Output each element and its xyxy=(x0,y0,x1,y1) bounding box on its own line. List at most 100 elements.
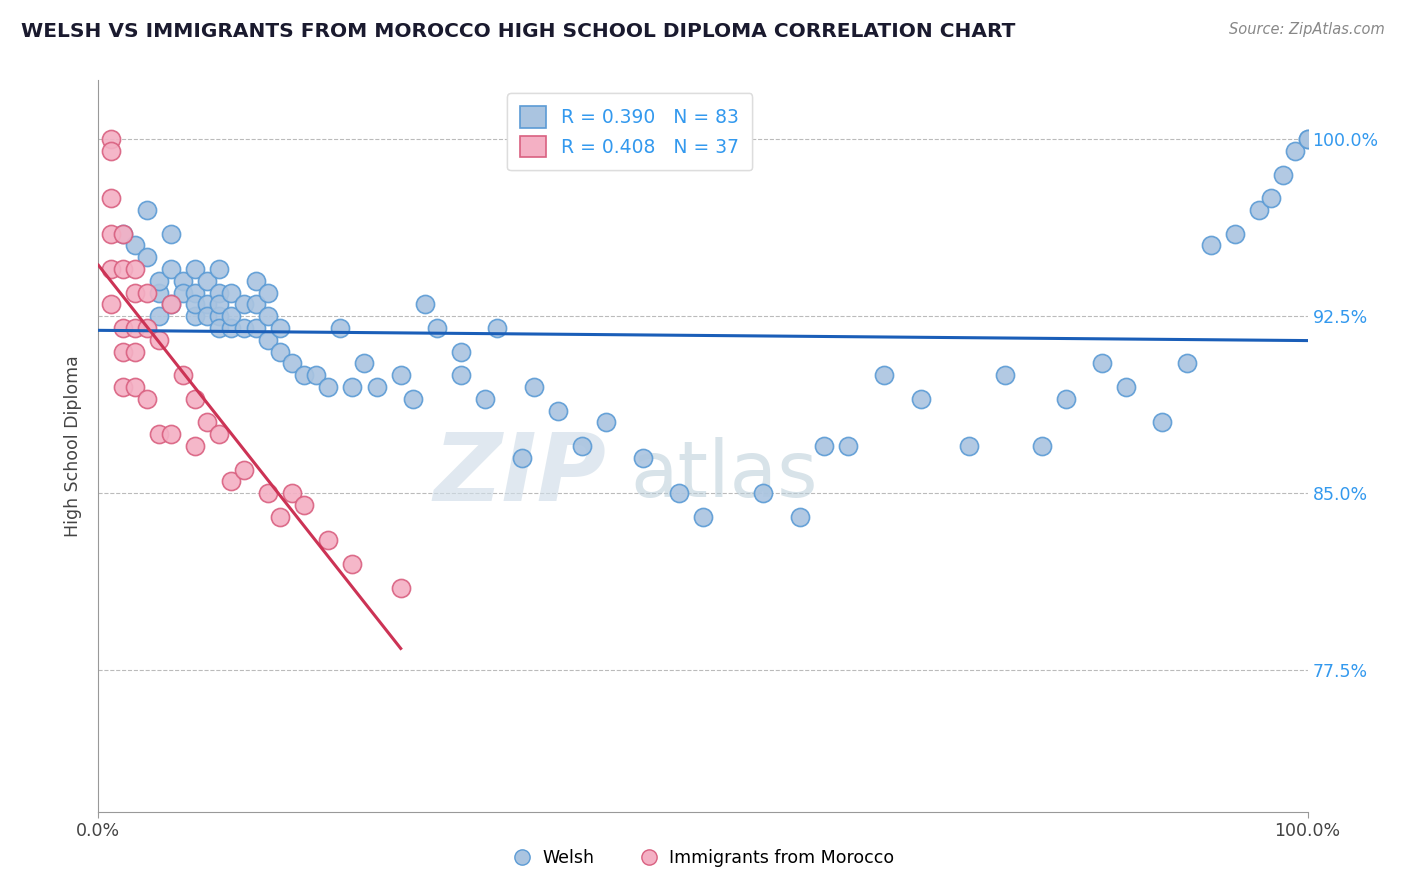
Point xyxy=(486,321,509,335)
Point xyxy=(245,297,267,311)
Point xyxy=(208,297,231,311)
Point xyxy=(256,310,278,324)
Point xyxy=(256,333,278,347)
Point xyxy=(389,581,412,595)
Point xyxy=(184,297,207,311)
Point xyxy=(245,274,267,288)
Point xyxy=(1284,144,1306,158)
Point xyxy=(100,191,122,205)
Point xyxy=(221,475,243,489)
Point xyxy=(292,368,315,383)
Point xyxy=(135,285,157,300)
Point xyxy=(366,380,388,394)
Point xyxy=(269,344,291,359)
Point xyxy=(100,144,122,158)
Point xyxy=(184,262,207,277)
Point xyxy=(305,368,328,383)
Point xyxy=(402,392,425,406)
Point xyxy=(269,509,291,524)
Point xyxy=(148,274,170,288)
Point xyxy=(172,368,194,383)
Point xyxy=(1296,132,1319,146)
Point xyxy=(160,427,183,442)
Point xyxy=(111,380,134,394)
Point xyxy=(172,285,194,300)
Point xyxy=(124,344,146,359)
Point xyxy=(232,297,254,311)
Point xyxy=(1152,416,1174,430)
Point xyxy=(208,285,231,300)
Point xyxy=(316,533,339,548)
Point xyxy=(100,227,122,241)
Point xyxy=(135,321,157,335)
Point xyxy=(111,344,134,359)
Point xyxy=(160,262,183,277)
Point xyxy=(994,368,1017,383)
Point xyxy=(208,427,231,442)
Point xyxy=(160,297,183,311)
Point xyxy=(631,450,654,465)
Point xyxy=(195,310,218,324)
Point xyxy=(256,285,278,300)
Point xyxy=(474,392,496,406)
Point xyxy=(184,439,207,453)
Point xyxy=(172,274,194,288)
Point xyxy=(124,321,146,335)
Point xyxy=(100,132,122,146)
Point xyxy=(342,380,364,394)
Legend: R = 0.390   N = 83, R = 0.408   N = 37: R = 0.390 N = 83, R = 0.408 N = 37 xyxy=(506,94,752,170)
Point xyxy=(148,333,170,347)
Point xyxy=(316,380,339,394)
Point xyxy=(329,321,352,335)
Point xyxy=(692,509,714,524)
Point xyxy=(135,250,157,264)
Text: WELSH VS IMMIGRANTS FROM MOROCCO HIGH SCHOOL DIPLOMA CORRELATION CHART: WELSH VS IMMIGRANTS FROM MOROCCO HIGH SC… xyxy=(21,22,1015,41)
Point xyxy=(752,486,775,500)
Point xyxy=(789,509,811,524)
Point xyxy=(571,439,593,453)
Point xyxy=(195,297,218,311)
Point xyxy=(1031,439,1053,453)
Point xyxy=(292,498,315,512)
Point xyxy=(1054,392,1077,406)
Point xyxy=(450,368,472,383)
Point xyxy=(813,439,835,453)
Point xyxy=(208,262,231,277)
Point xyxy=(1199,238,1222,252)
Point xyxy=(232,462,254,476)
Point xyxy=(124,262,146,277)
Point xyxy=(195,274,218,288)
Point xyxy=(547,403,569,417)
Point xyxy=(111,227,134,241)
Point xyxy=(910,392,932,406)
Point xyxy=(957,439,980,453)
Point xyxy=(1249,202,1271,217)
Point xyxy=(269,321,291,335)
Point xyxy=(668,486,690,500)
Point xyxy=(342,557,364,571)
Text: atlas: atlas xyxy=(630,437,818,513)
Point xyxy=(389,368,412,383)
Point xyxy=(135,202,157,217)
Point xyxy=(160,227,183,241)
Point xyxy=(1272,168,1295,182)
Point xyxy=(353,356,375,370)
Point xyxy=(837,439,859,453)
Point xyxy=(595,416,617,430)
Point xyxy=(111,321,134,335)
Text: Source: ZipAtlas.com: Source: ZipAtlas.com xyxy=(1229,22,1385,37)
Point xyxy=(100,262,122,277)
Y-axis label: High School Diploma: High School Diploma xyxy=(65,355,83,537)
Legend: Welsh, Immigrants from Morocco: Welsh, Immigrants from Morocco xyxy=(505,843,901,874)
Point xyxy=(208,310,231,324)
Point xyxy=(111,227,134,241)
Point xyxy=(111,262,134,277)
Point xyxy=(184,392,207,406)
Text: ZIP: ZIP xyxy=(433,429,606,521)
Point xyxy=(450,344,472,359)
Point xyxy=(281,486,304,500)
Point xyxy=(148,310,170,324)
Point xyxy=(160,297,183,311)
Point xyxy=(100,297,122,311)
Point xyxy=(195,416,218,430)
